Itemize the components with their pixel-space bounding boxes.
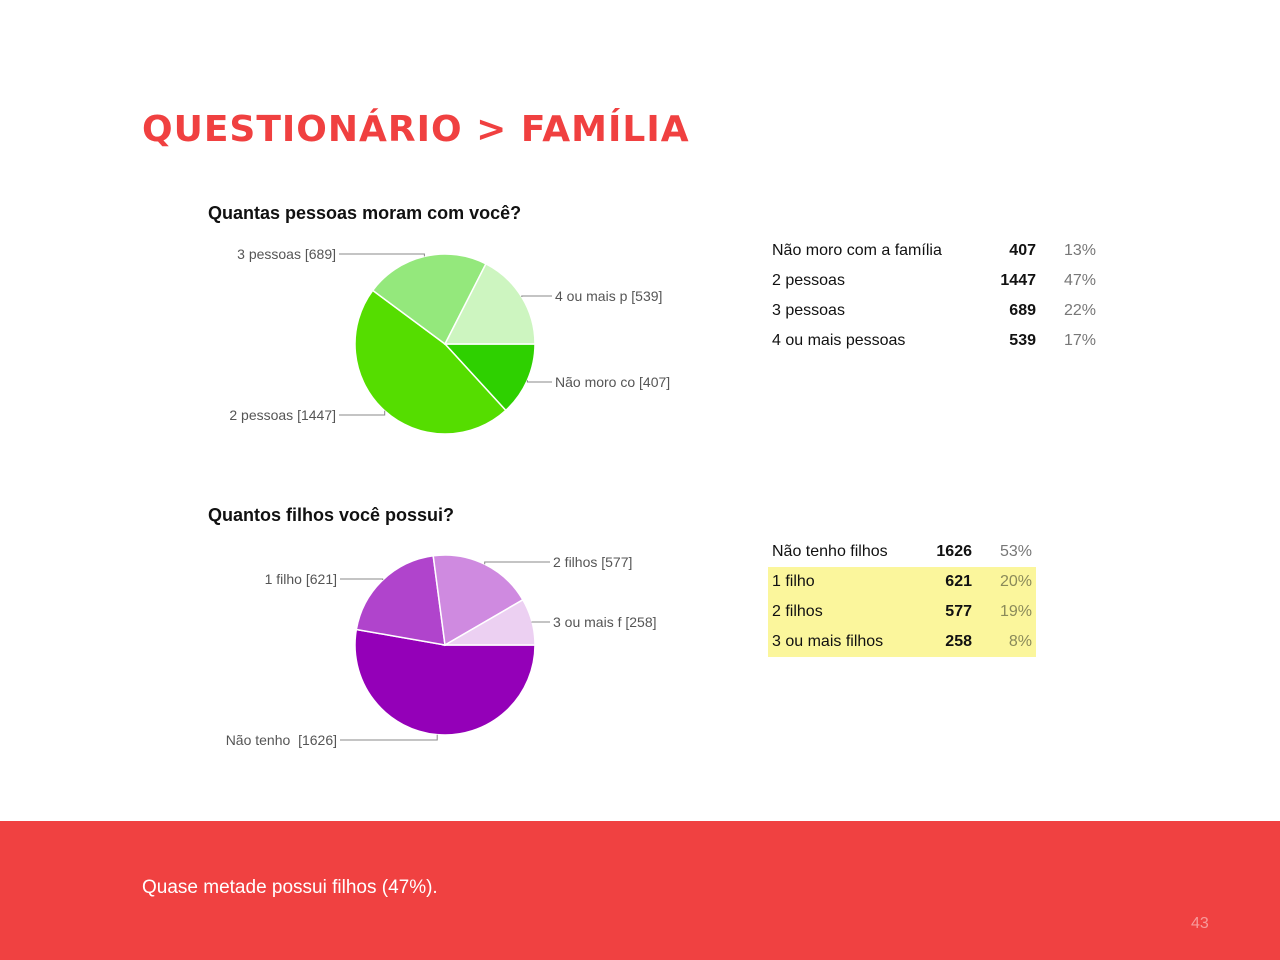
legend-category: Não tenho filhos <box>772 543 888 560</box>
legend-percent: 22% <box>1063 302 1096 319</box>
pie-slice <box>443 262 536 345</box>
legend-category: 2 filhos <box>772 603 823 620</box>
slide-title: QUESTIONÁRIO > FAMÍLIA <box>142 109 690 150</box>
pie-slice-label: 2 pessoas [1447] <box>229 407 336 423</box>
legend-percent: 53% <box>999 543 1032 560</box>
legend-category: 3 pessoas <box>772 302 845 319</box>
pie-slice-label: Não tenho [1626] <box>226 732 337 748</box>
pie-slice <box>354 628 536 736</box>
page-number: 43 <box>1191 915 1209 932</box>
pie-charts-canvas: Não moro co [407] 2 pessoas [1447] 3 pesso… <box>226 246 670 748</box>
legend-count: 621 <box>945 573 972 590</box>
chart-title-filhos: Quantos filhos você possui? <box>208 505 455 525</box>
pie-leader-line <box>339 410 386 416</box>
legend-table-filhos: Não tenho filhos 1626 53% 1 filho 621 20… <box>768 537 1036 657</box>
pie-slice-label: 2 filhos [577] <box>553 554 632 570</box>
pie-leader-line <box>340 734 438 741</box>
legend-row-highlighted: 2 filhos 577 19% <box>768 597 1036 627</box>
legend-count: 689 <box>1009 302 1036 319</box>
pie-slice-label: 3 pessoas [689] <box>237 246 336 262</box>
legend-row: 2 pessoas 1447 47% <box>768 266 1100 296</box>
legend-count: 539 <box>1009 332 1036 349</box>
legend-category: 4 ou mais pessoas <box>772 332 906 349</box>
pie-slice <box>355 554 446 646</box>
legend-count: 258 <box>945 633 972 650</box>
chart-title-pessoas: Quantas pessoas moram com você? <box>208 203 522 223</box>
pie-slice-label: 1 filho [621] <box>265 571 337 587</box>
legend-count: 1626 <box>936 543 972 560</box>
legend-percent: 8% <box>1008 633 1032 650</box>
footer-note: Quase metade possui filhos (47%). <box>142 877 438 898</box>
legend-row-highlighted: 1 filho 621 20% <box>768 567 1036 597</box>
pie-slice <box>432 554 524 647</box>
footer-band: Quase metade possui filhos (47%). 43 <box>0 821 1280 960</box>
legend-count: 1447 <box>1000 272 1036 289</box>
legend-category: Não moro com a família <box>772 242 942 259</box>
legend-count: 407 <box>1009 242 1036 259</box>
legend-percent: 13% <box>1063 242 1096 259</box>
legend-table-pessoas: Não moro com a família 407 13% 2 pessoas… <box>768 236 1100 356</box>
pie-leader-line <box>340 578 384 580</box>
legend-percent: 17% <box>1063 332 1096 349</box>
pie-leader-line <box>526 380 552 383</box>
legend-category: 3 ou mais filhos <box>772 633 884 650</box>
pie-leader-line <box>521 295 552 297</box>
pie-slice-label: 3 ou mais f [258] <box>553 614 657 630</box>
legend-row-highlighted: 3 ou mais filhos 258 8% <box>768 627 1036 657</box>
legend-percent: 19% <box>999 603 1032 620</box>
pie-leader-line <box>339 253 425 257</box>
legend-row: 3 pessoas 689 22% <box>768 296 1100 326</box>
legend-count: 577 <box>945 603 972 620</box>
legend-percent: 20% <box>999 573 1032 590</box>
legend-category: 2 pessoas <box>772 272 845 289</box>
pie-leader-line <box>484 561 550 565</box>
legend-category: 1 filho <box>772 573 815 590</box>
pie-slice-label: Não moro co [407] <box>555 374 670 390</box>
pie-slice-label: 4 ou mais p [539] <box>555 288 662 304</box>
legend-row: Não tenho filhos 1626 53% <box>768 537 1036 567</box>
pie-slice <box>443 343 536 412</box>
legend-row: Não moro com a família 407 13% <box>768 236 1100 266</box>
legend-row: 4 ou mais pessoas 539 17% <box>768 326 1100 356</box>
legend-percent: 47% <box>1063 272 1096 289</box>
